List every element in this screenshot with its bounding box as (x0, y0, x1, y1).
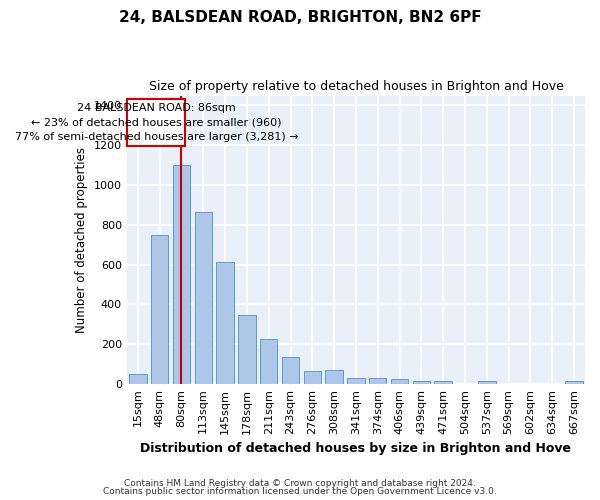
Bar (325, 370, 343, 384)
Bar (304, 371, 321, 384)
Text: 24 BALSDEAN ROAD: 86sqm: 24 BALSDEAN ROAD: 86sqm (77, 103, 236, 113)
Bar (151, 234, 169, 384)
Bar (194, 212, 212, 384)
Bar (391, 380, 409, 384)
Text: Contains HM Land Registry data © Crown copyright and database right 2024.: Contains HM Land Registry data © Crown c… (124, 478, 476, 488)
Text: 24, BALSDEAN ROAD, BRIGHTON, BN2 6PF: 24, BALSDEAN ROAD, BRIGHTON, BN2 6PF (119, 10, 481, 25)
Bar (413, 381, 430, 384)
Bar (565, 382, 583, 384)
Bar (478, 382, 496, 384)
Bar (127, 98, 185, 146)
Bar (434, 381, 452, 384)
Bar (217, 262, 234, 384)
Bar (260, 339, 277, 384)
Text: 77% of semi-detached houses are larger (3,281) →: 77% of semi-detached houses are larger (… (14, 132, 298, 141)
Bar (238, 315, 256, 384)
Title: Size of property relative to detached houses in Brighton and Hove: Size of property relative to detached ho… (149, 80, 563, 93)
Text: ← 23% of detached houses are smaller (960): ← 23% of detached houses are smaller (96… (31, 118, 281, 128)
Bar (129, 374, 146, 384)
Bar (282, 357, 299, 384)
X-axis label: Distribution of detached houses by size in Brighton and Hove: Distribution of detached houses by size … (140, 442, 571, 455)
Text: Contains public sector information licensed under the Open Government Licence v3: Contains public sector information licen… (103, 488, 497, 496)
Bar (173, 165, 190, 384)
Y-axis label: Number of detached properties: Number of detached properties (76, 146, 88, 332)
Bar (369, 378, 386, 384)
Bar (347, 378, 365, 384)
